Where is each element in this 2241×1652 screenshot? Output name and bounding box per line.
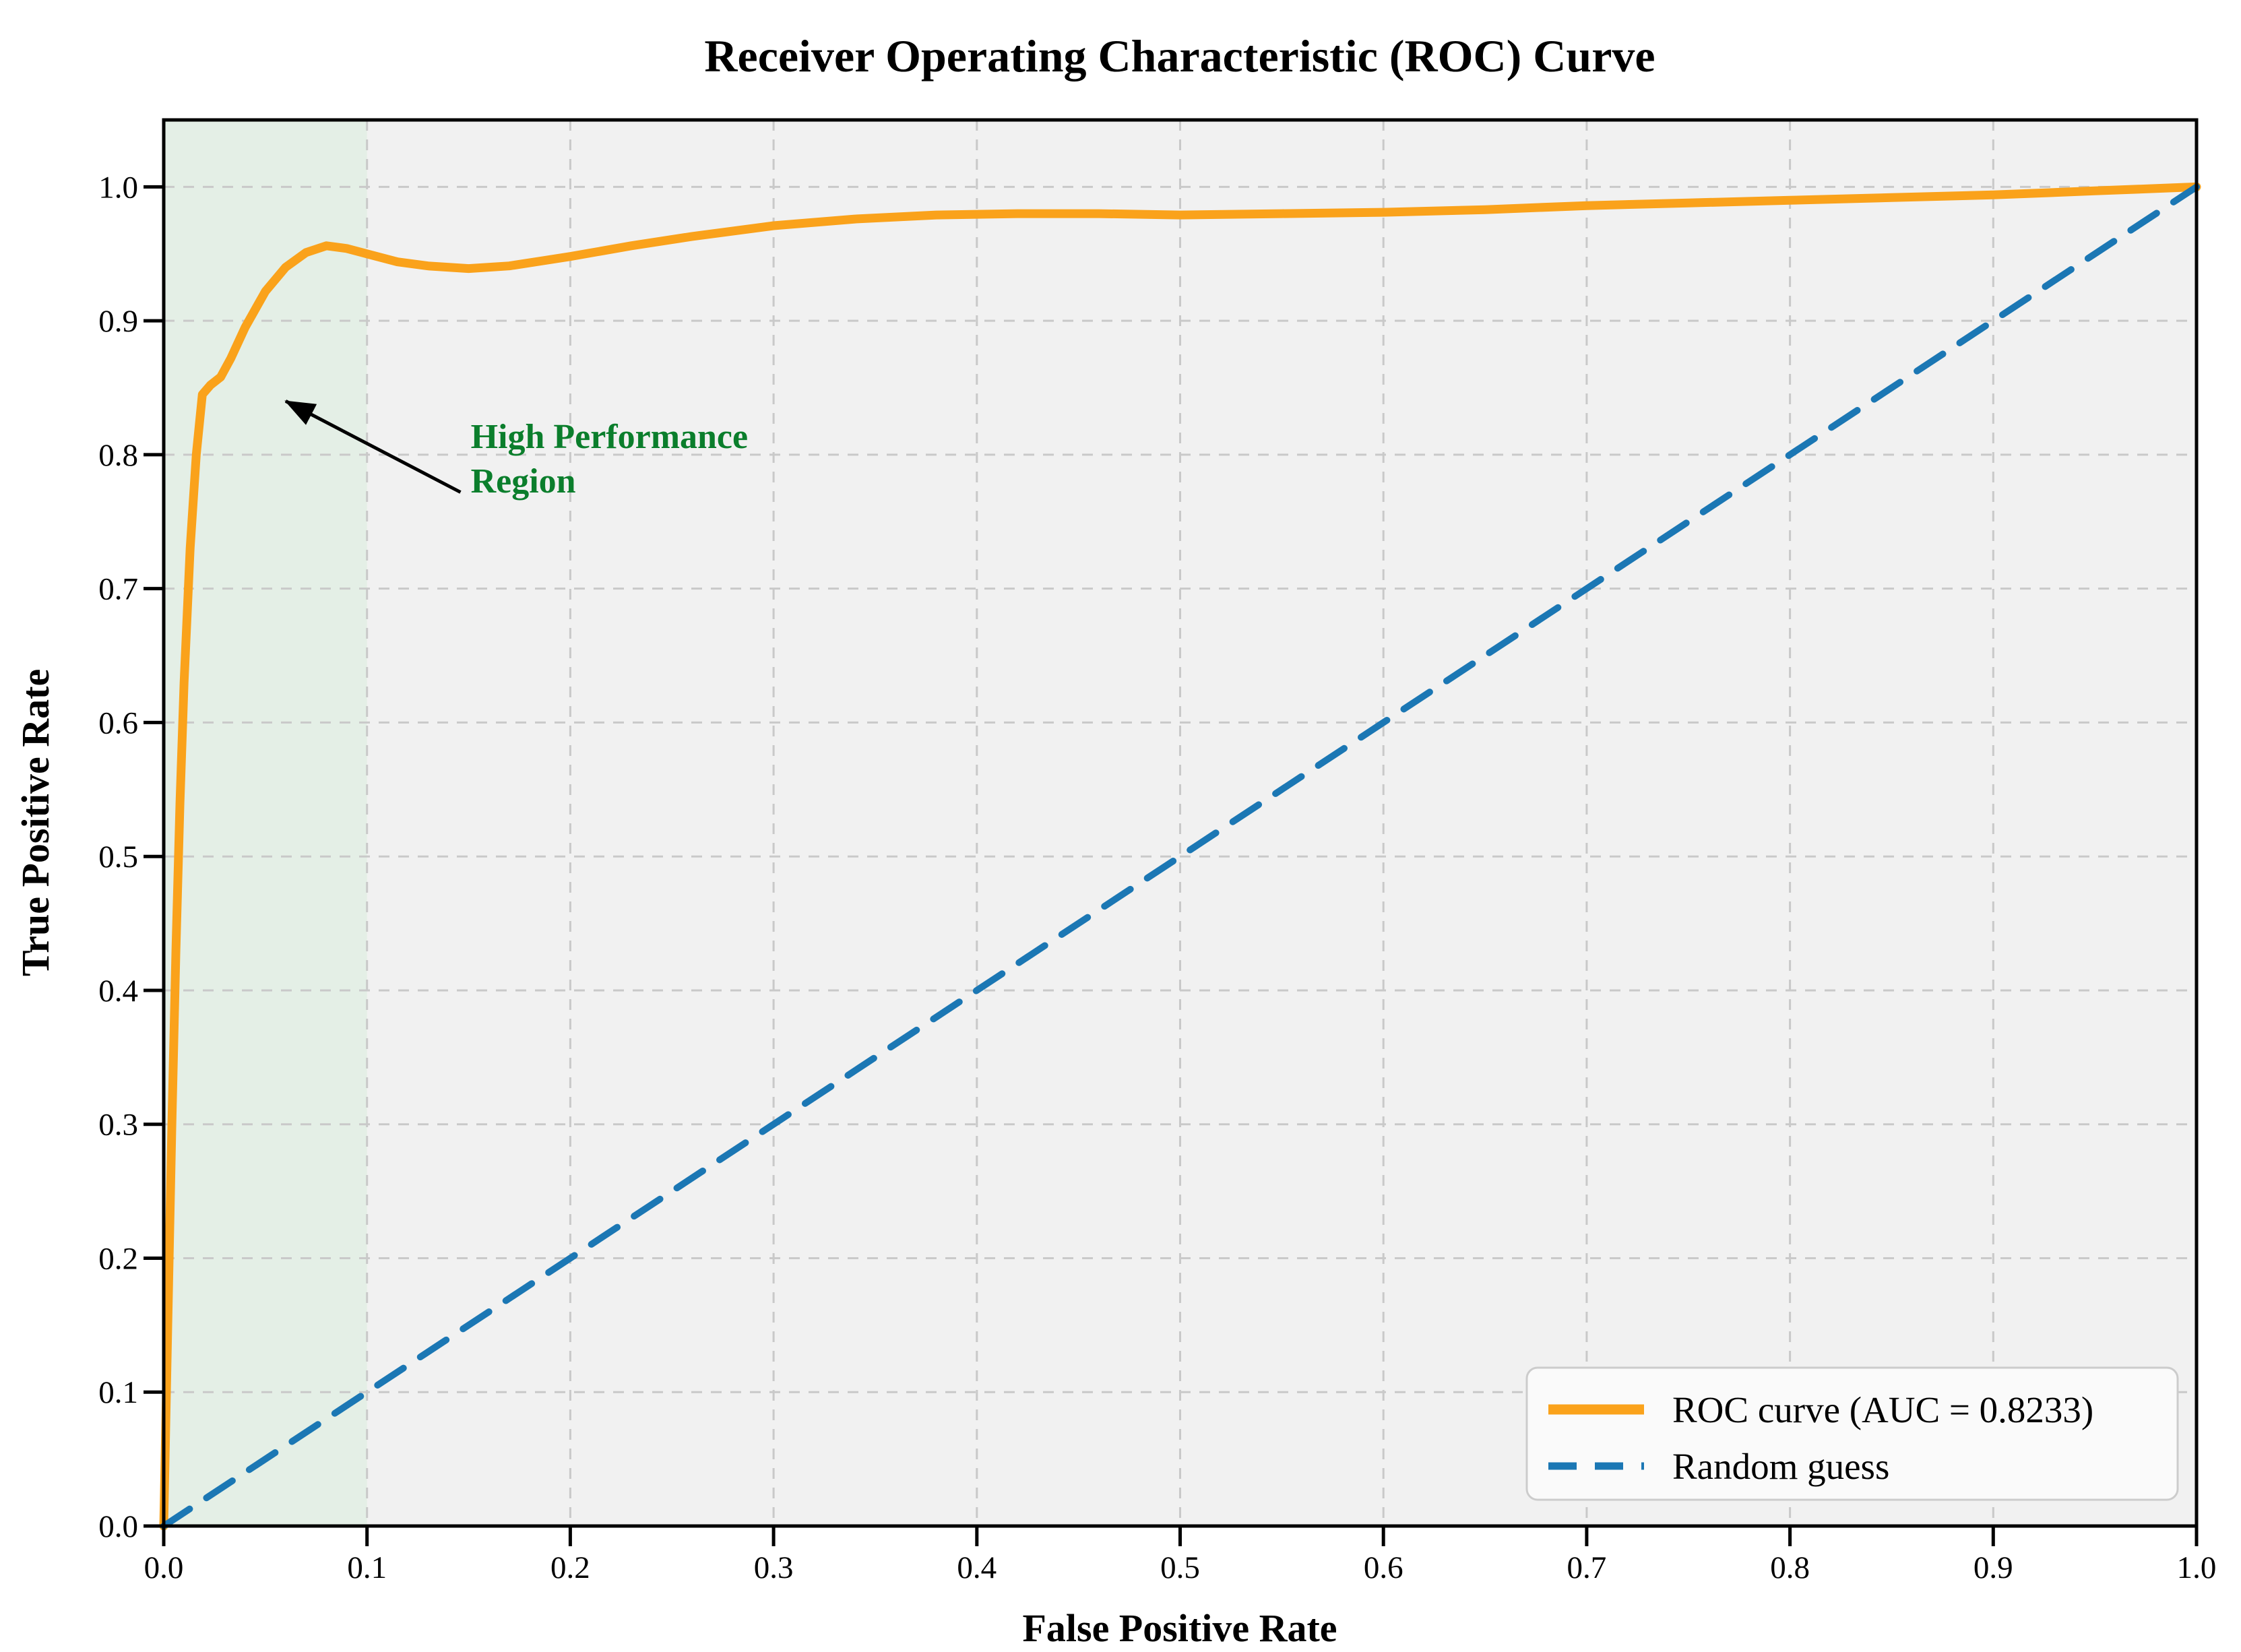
axis-ticks	[144, 185, 2199, 1546]
x-tick-label: 0.4	[957, 1550, 997, 1585]
annotation-arrow	[284, 400, 462, 494]
x-tick-label: 0.2	[550, 1550, 590, 1585]
legend-roc-label: ROC curve (AUC = 0.8233)	[1672, 1389, 2093, 1430]
x-axis-label: False Positive Rate	[1022, 1606, 1337, 1650]
x-tick-label: 0.0	[144, 1550, 184, 1585]
series-lines	[159, 182, 2201, 1531]
legend-random-label: Random guess	[1672, 1446, 1889, 1487]
legend: ROC curve (AUC = 0.8233) Random guess	[1525, 1366, 2179, 1501]
y-tick-label: 0.1	[98, 1375, 138, 1410]
y-tick-label: 0.6	[98, 705, 138, 740]
chart-title: Receiver Operating Characteristic (ROC) …	[704, 30, 1655, 82]
y-tick-label: 0.2	[98, 1241, 138, 1276]
y-axis-label: True Positive Rate	[13, 669, 57, 976]
x-tick-label: 0.7	[1567, 1550, 1607, 1585]
x-tick-label: 0.6	[1364, 1550, 1403, 1585]
annotation-line-1: High Performance	[471, 418, 749, 456]
legend-box	[1525, 1366, 2179, 1501]
y-tick-label: 1.0	[98, 170, 138, 205]
y-tick-label: 0.3	[98, 1108, 138, 1143]
y-tick-label: 0.5	[98, 839, 138, 875]
y-tick-label: 0.9	[98, 304, 138, 339]
annotation-high-performance-region: High Performance Region	[471, 418, 757, 501]
y-tick-label: 0.4	[98, 974, 138, 1009]
x-tick-label: 0.5	[1160, 1550, 1200, 1585]
x-tick-label: 1.0	[2177, 1550, 2217, 1585]
x-tick-label: 0.8	[1770, 1550, 1810, 1585]
series-line-random-guess	[160, 183, 2200, 1529]
y-tick-label: 0.7	[98, 572, 138, 607]
x-tick-label: 0.1	[347, 1550, 387, 1585]
y-tick-labels: 0.0 0.1 0.2 0.3 0.4 0.5 0.6 0.7 0.8 0.9 1.0	[98, 170, 138, 1544]
annotation-line-2: Region	[471, 462, 576, 501]
plot-area-background	[164, 120, 2197, 1526]
high-performance-region	[164, 120, 367, 1526]
y-tick-label: 0.8	[98, 438, 138, 473]
x-tick-label: 0.9	[1974, 1550, 2013, 1585]
series-line-roc-curve	[159, 182, 2201, 1531]
y-tick-label: 0.0	[98, 1509, 138, 1544]
x-tick-labels: 0.0 0.1 0.2 0.3 0.4 0.5 0.6 0.7 0.8 0.9 1.0	[144, 1550, 2217, 1585]
x-tick-label: 0.3	[754, 1550, 794, 1585]
